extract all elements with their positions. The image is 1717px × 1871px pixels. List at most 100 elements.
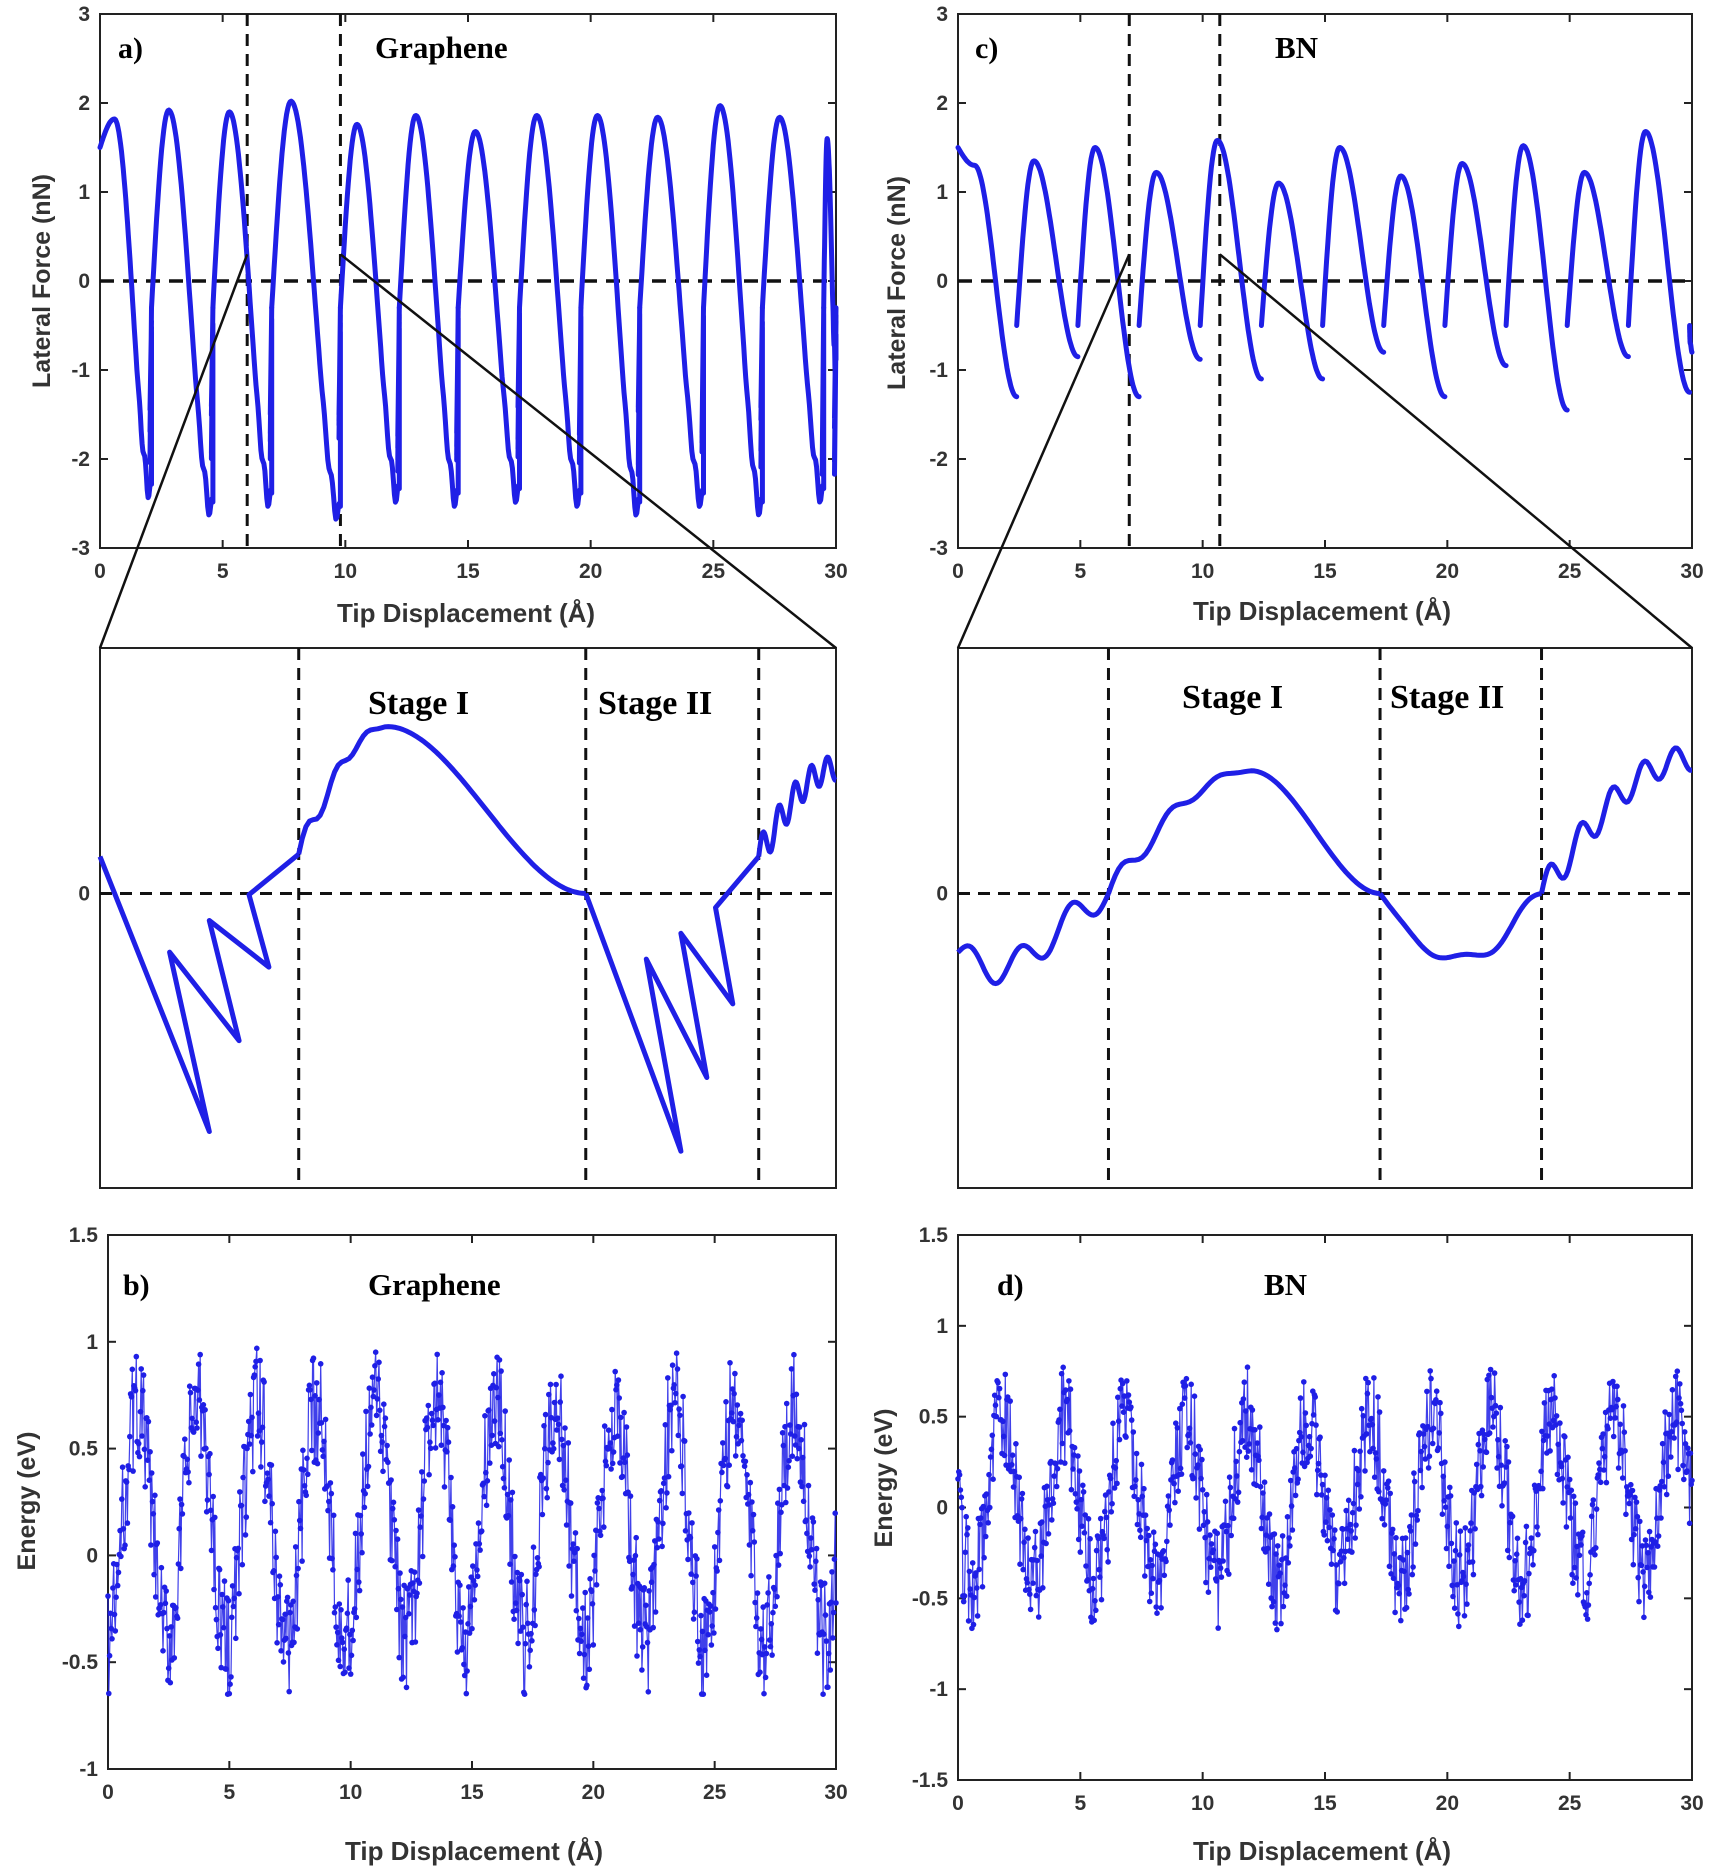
panel-d-energy-point xyxy=(1634,1513,1641,1520)
panel-d-energy-point xyxy=(996,1385,1003,1392)
panel-b-energy-point xyxy=(118,1553,124,1560)
panel-a-force-cycle xyxy=(149,107,216,518)
panel-b-energy-point xyxy=(174,1615,181,1621)
panel-d-energy-point xyxy=(1108,1509,1115,1515)
panel-b-energy-point xyxy=(226,1690,233,1697)
panel-b-energy-point xyxy=(212,1604,219,1611)
panel-b-energy-point xyxy=(796,1424,803,1430)
panel-d-energy-point xyxy=(1447,1484,1453,1491)
panel-b-energy-point xyxy=(400,1674,407,1681)
panel-b-energy-point xyxy=(631,1623,638,1629)
panel-d-energy-point xyxy=(996,1394,1002,1401)
panel-d-energy-point xyxy=(1073,1499,1080,1505)
panel-b-energy-point xyxy=(624,1452,631,1458)
panel-d-energy-point xyxy=(1572,1500,1579,1506)
panel-d-energy-point xyxy=(1541,1400,1548,1406)
panel-d-energy-point xyxy=(1195,1462,1201,1468)
panel-d-energy-point xyxy=(1341,1555,1347,1561)
panel-b-energy-point xyxy=(145,1418,152,1425)
panel-b-energy-point xyxy=(361,1504,368,1511)
panel-b-energy-point xyxy=(762,1674,769,1681)
panel-d-energy-point xyxy=(1444,1523,1451,1530)
panel-d-energy-point xyxy=(1342,1548,1349,1555)
panel-b-energy-point xyxy=(546,1391,552,1398)
panel-d-energy-point xyxy=(1663,1491,1670,1498)
panel-b-energy-point xyxy=(542,1411,549,1418)
panel-d-energy-point xyxy=(1371,1474,1378,1480)
panel-b-energy-point xyxy=(212,1514,218,1521)
panel-a-inset-stick-slip-segment xyxy=(583,854,761,1154)
panel-d-energy-point xyxy=(1593,1545,1599,1551)
panel-b-energy-point xyxy=(513,1607,520,1614)
panel-d-energy-point xyxy=(1460,1573,1467,1580)
panel-b-energy-point xyxy=(565,1440,572,1446)
panel-d-energy-point xyxy=(1053,1483,1060,1490)
panel-b-energy-point xyxy=(782,1423,788,1430)
panel-b-energy-point xyxy=(536,1563,542,1570)
panel-b-energy-point xyxy=(832,1510,838,1516)
panel-c-inset-axes-frame xyxy=(957,647,1693,1189)
panel-b-energy-point xyxy=(426,1471,432,1478)
panel-b-energy-point xyxy=(758,1626,764,1632)
panel-b-energy-point xyxy=(567,1500,574,1506)
panel-d-energy-point xyxy=(1329,1512,1336,1518)
panel-b-energy-point xyxy=(329,1555,335,1562)
panel-d-energy-point xyxy=(1633,1499,1640,1505)
panel-b-energy-point xyxy=(726,1462,732,1468)
panel-b-energy-point xyxy=(243,1514,250,1520)
panel-d-energy-point xyxy=(1617,1421,1623,1428)
panel-b-energy-point xyxy=(461,1672,468,1679)
panel-d-energy-point xyxy=(1615,1465,1622,1471)
panel-b-energy-point xyxy=(778,1509,784,1516)
panel-d-energy-point xyxy=(1147,1557,1154,1563)
panel-c-force-cycle xyxy=(1625,129,1693,395)
panel-d-energy-point xyxy=(1243,1454,1250,1460)
panel-b-energy-point xyxy=(445,1439,452,1445)
panel-b-energy-point xyxy=(674,1366,681,1372)
panel-d-energy-point xyxy=(1188,1381,1194,1388)
panel-d-energy-point xyxy=(1177,1405,1183,1412)
panel-b-energy-point xyxy=(363,1408,369,1415)
panel-b-energy-point xyxy=(767,1643,774,1650)
panel-d-energy-point xyxy=(1295,1476,1301,1482)
panel-b-energy-point xyxy=(278,1648,284,1654)
panel-b-energy-point xyxy=(498,1368,504,1374)
panel-b-energy-point xyxy=(259,1424,266,1431)
panel-b-energy-point xyxy=(419,1469,425,1475)
panel-b-energy-point xyxy=(765,1590,771,1596)
panel-b-energy-point xyxy=(461,1661,467,1668)
panel-d-energy-point xyxy=(1443,1545,1450,1552)
panel-b-energy-point xyxy=(694,1638,701,1645)
panel-b-energy-point xyxy=(807,1564,813,1570)
panel-b-energy-point xyxy=(831,1556,838,1562)
panel-b-energy-point xyxy=(669,1362,676,1368)
panel-d-energy-point xyxy=(1655,1533,1662,1539)
panel-b-energy-point xyxy=(207,1507,214,1514)
panel-d-energy-point xyxy=(1182,1383,1189,1389)
panel-a-xtick-label: 20 xyxy=(579,560,602,583)
panel-b-energy-point xyxy=(111,1611,118,1618)
panel-d-energy-point xyxy=(1381,1522,1388,1528)
panel-b-energy-point xyxy=(432,1380,438,1387)
panel-b-energy-point xyxy=(499,1463,506,1470)
panel-d-energy-point xyxy=(1426,1453,1433,1459)
panel-b-energy-point xyxy=(601,1524,607,1530)
panel-d-energy-point xyxy=(1417,1467,1424,1474)
panel-b-energy-point xyxy=(292,1544,299,1550)
panel-b-energy-point xyxy=(525,1620,531,1627)
panel-b-energy-point xyxy=(803,1517,809,1523)
panel-d-energy-point xyxy=(1356,1506,1363,1512)
panel-d-energy-point xyxy=(1568,1487,1575,1494)
panel-d-energy-point xyxy=(1113,1457,1119,1464)
panel-a-label: a) xyxy=(118,32,143,65)
panel-d-energy-point xyxy=(1092,1598,1098,1604)
panel-b-energy-point xyxy=(741,1463,748,1469)
panel-b-energy-point xyxy=(171,1655,178,1661)
panel-d-energy-point xyxy=(1658,1515,1664,1521)
panel-b-energy-point xyxy=(451,1542,458,1548)
panel-b-energy-point xyxy=(124,1520,131,1526)
panel-b-energy-point xyxy=(371,1387,377,1393)
panel-d-energy-point xyxy=(1064,1396,1071,1403)
